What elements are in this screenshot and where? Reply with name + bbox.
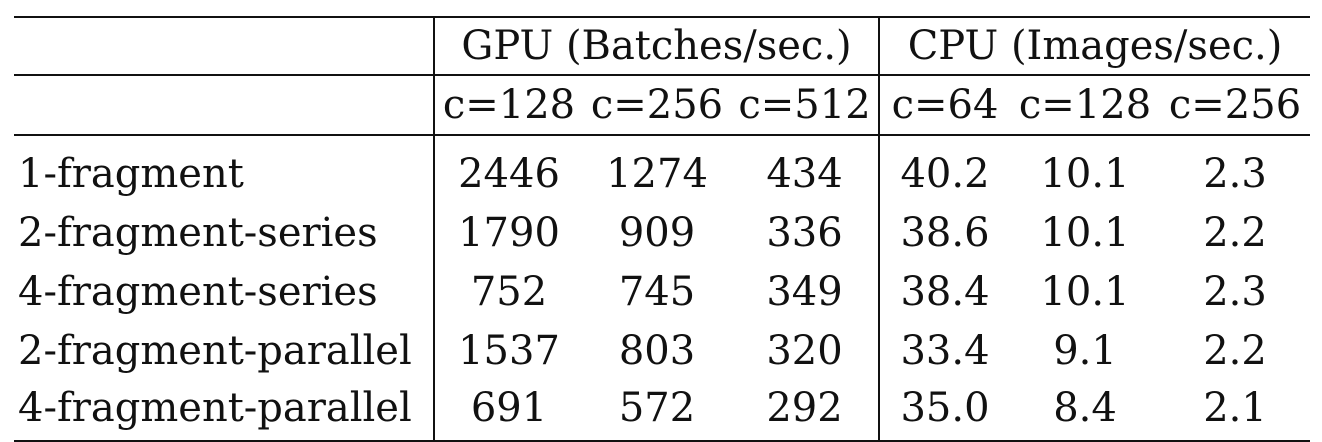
table-cell: 691 xyxy=(433,380,583,442)
row-label: 1-fragment xyxy=(18,150,244,197)
column-header: c=256 xyxy=(1160,75,1311,136)
table-row: 1-fragment 2446 1274 434 40.2 10.1 2.3 xyxy=(14,135,1310,203)
table-row: 2-fragment-parallel 1537 803 320 33.4 9.… xyxy=(14,321,1310,380)
table-row: 2-fragment-series 1790 909 336 38.6 10.1… xyxy=(14,203,1310,262)
corner-cell xyxy=(14,75,434,136)
table-cell: 803 xyxy=(618,327,696,374)
column-header: c=64 xyxy=(878,75,1011,136)
table-cell: 336 xyxy=(766,209,843,256)
table-cell: 38.6 xyxy=(878,203,1011,262)
table-cell: 35.0 xyxy=(878,380,1011,442)
table-cell: 40.2 xyxy=(878,135,1011,203)
table-cell: 572 xyxy=(583,380,731,442)
table-cell: 2.3 xyxy=(1203,150,1267,197)
table-cell: 10.1 xyxy=(1040,268,1130,315)
column-header: c=128 xyxy=(1010,75,1161,136)
row-label: 2-fragment-parallel xyxy=(18,327,412,374)
table-cell: 292 xyxy=(731,380,880,442)
table-cell: 1537 xyxy=(433,321,583,380)
group-header-row: GPU (Batches/sec.) CPU (Images/sec.) xyxy=(14,16,1311,76)
table-cell: 2.2 xyxy=(1203,209,1267,256)
table-cell: 349 xyxy=(766,268,843,315)
row-label: 2-fragment-series xyxy=(18,209,378,256)
row-label: 4-fragment-parallel xyxy=(14,380,434,442)
column-header: c=128 xyxy=(433,75,583,136)
results-table: GPU (Batches/sec.) CPU (Images/sec.) c=1… xyxy=(14,16,1311,442)
row-label: 4-fragment-series xyxy=(18,268,378,315)
table-cell: 752 xyxy=(433,262,583,321)
table-cell: 909 xyxy=(618,209,696,256)
table-cell: 10.1 xyxy=(1040,150,1130,197)
table-cell: 9.1 xyxy=(1053,327,1117,374)
column-header: c=256 xyxy=(583,75,731,136)
table-cell: 2.3 xyxy=(1203,268,1267,315)
table-cell: 1790 xyxy=(433,203,583,262)
table-cell: 320 xyxy=(766,327,843,374)
table-cell: 2.2 xyxy=(1203,327,1267,374)
cpu-group-header: CPU (Images/sec.) xyxy=(878,16,1311,76)
table-cell: 2.1 xyxy=(1160,380,1311,442)
subheader-row: c=128 c=256 c=512 c=64 c=128 c=256 xyxy=(14,75,1311,136)
column-header: c=512 xyxy=(731,75,880,136)
table-row: 4-fragment-series 752 745 349 38.4 10.1 … xyxy=(14,262,1310,321)
table-row: 4-fragment-parallel 691 572 292 35.0 8.4… xyxy=(14,380,1311,442)
table-cell: 434 xyxy=(766,150,843,197)
table-cell: 2446 xyxy=(433,135,583,203)
gpu-group-header: GPU (Batches/sec.) xyxy=(432,16,880,76)
table-cell: 10.1 xyxy=(1040,209,1130,256)
table-cell: 38.4 xyxy=(878,262,1011,321)
corner-cell xyxy=(14,16,434,76)
table-cell: 33.4 xyxy=(878,321,1011,380)
table-cell: 1274 xyxy=(606,150,708,197)
table-cell: 8.4 xyxy=(1010,380,1161,442)
table-cell: 745 xyxy=(618,268,696,315)
